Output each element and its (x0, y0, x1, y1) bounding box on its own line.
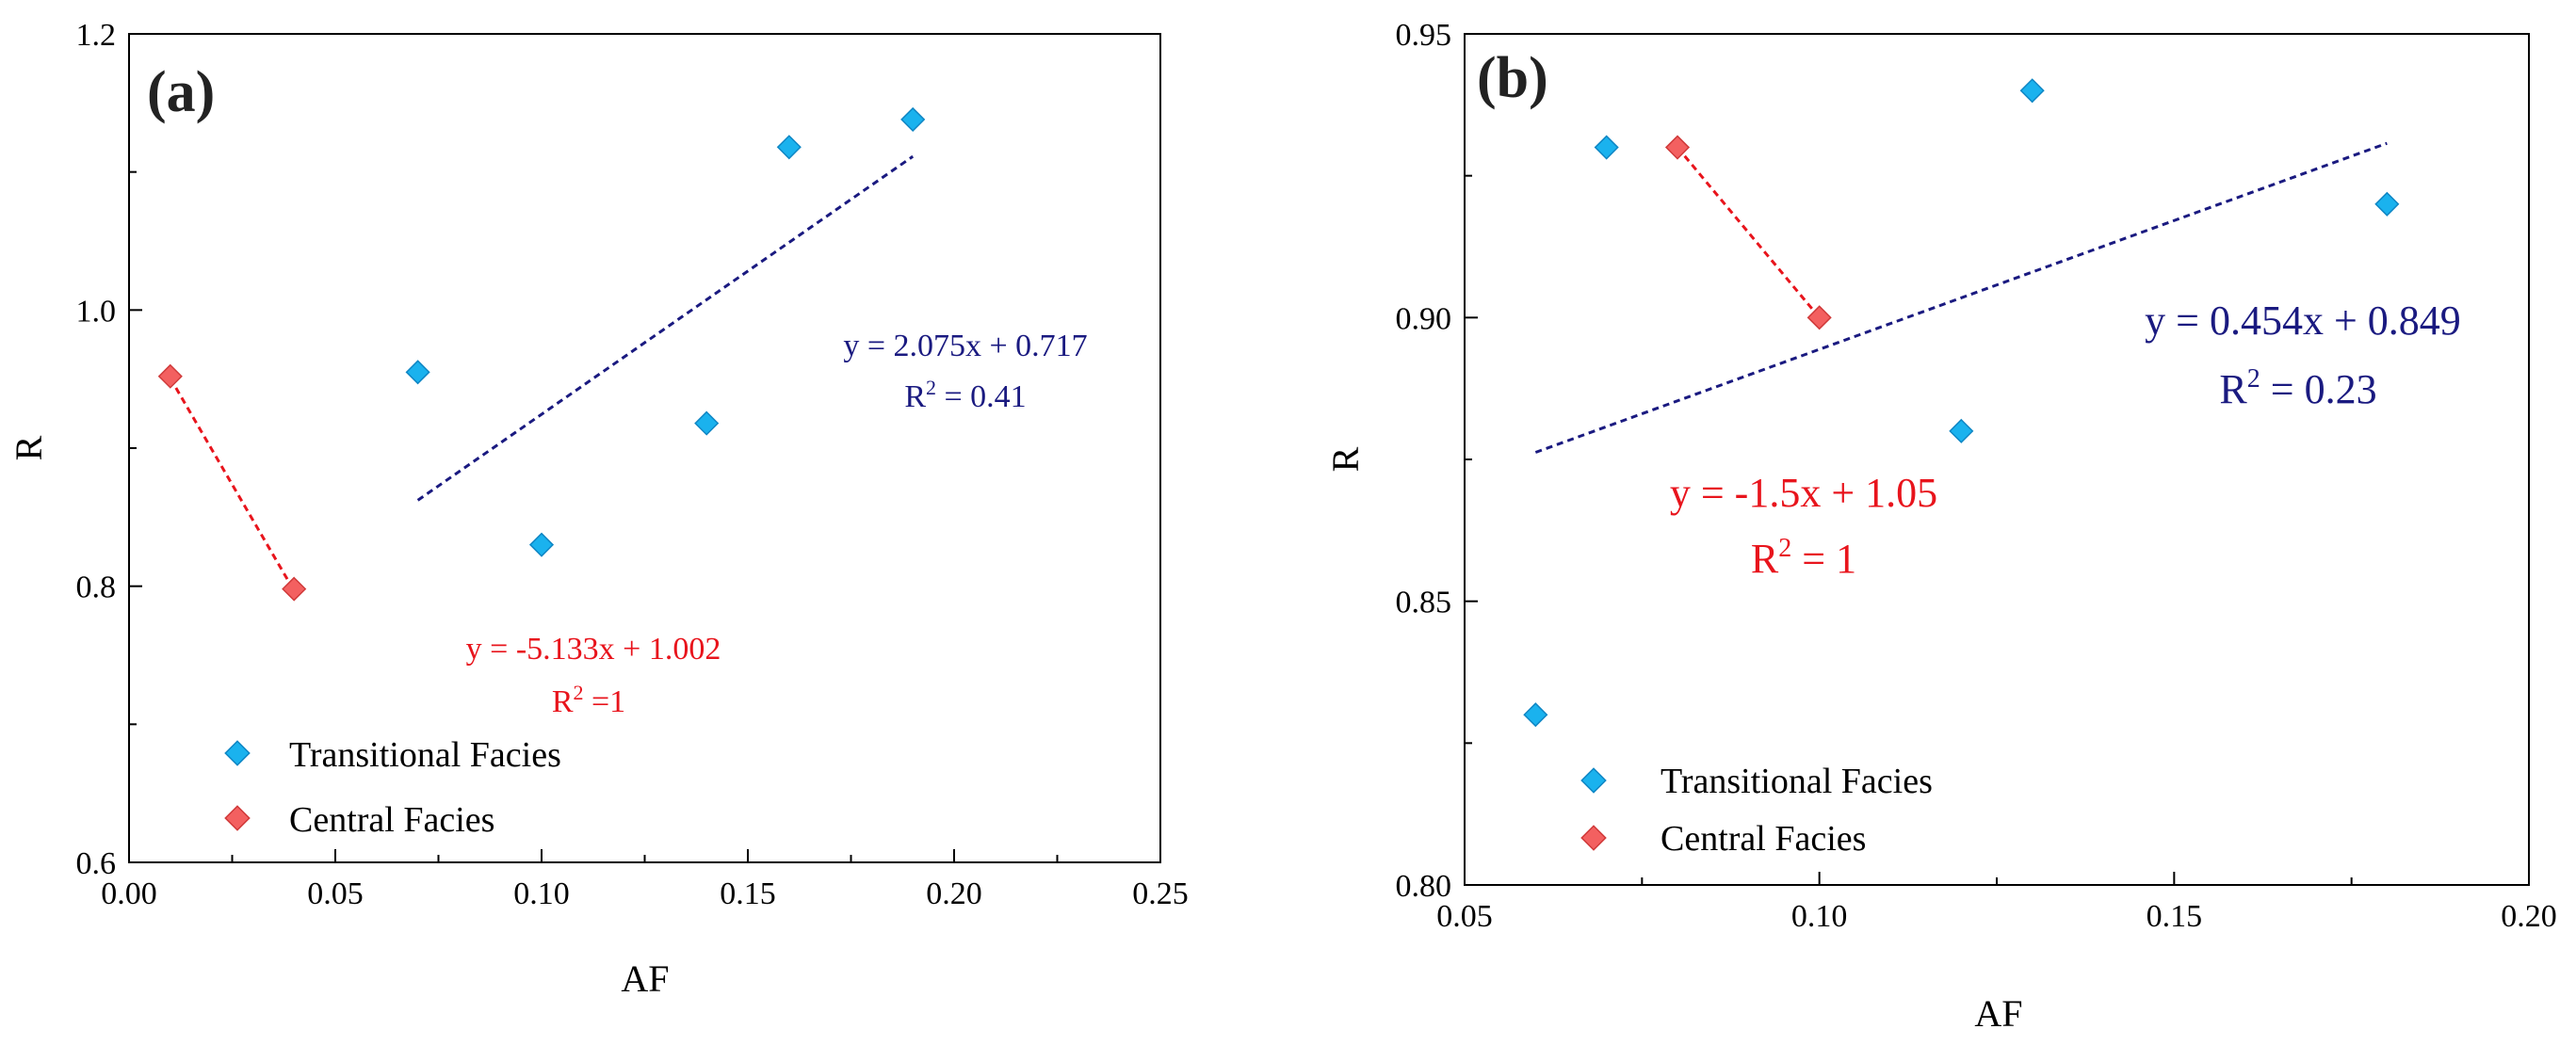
legend-marker-transitional-a (224, 740, 251, 766)
plot-frame-b (1464, 33, 2530, 886)
legend-label-central-a: Central Facies (289, 800, 494, 840)
legend-label-central-b: Central Facies (1661, 819, 1866, 859)
legend-marker-central-a (224, 805, 251, 831)
point-transitional-facies-b-1 (1594, 135, 1619, 160)
y-tick-label-b-3: 0.95 (1396, 18, 1452, 53)
data-points-b (1523, 78, 2400, 728)
point-central-facies-b-1 (1806, 305, 1832, 330)
x-tick-label-a-4: 0.20 (926, 876, 982, 911)
y-axis-title-b: R (1324, 446, 1367, 472)
y-tick-label-a-0: 0.6 (76, 846, 117, 881)
legend-label-transitional-b: Transitional Facies (1661, 762, 1933, 801)
y-tick-label-a-2: 1.0 (76, 294, 117, 329)
y-tick-label-a-3: 1.2 (76, 18, 117, 53)
data-points-a (157, 106, 926, 602)
x-axis-title-a: AF (621, 957, 669, 1000)
y-tick-label-b-0: 0.80 (1396, 869, 1452, 904)
point-transitional-facies-a-1 (528, 532, 555, 557)
x-tick-label-a-5: 0.25 (1132, 876, 1189, 911)
x-tick-label-a-2: 0.10 (513, 876, 570, 911)
point-transitional-facies-a-4 (900, 106, 926, 132)
point-transitional-facies-a-0 (405, 360, 430, 385)
x-tick-label-b-0: 0.05 (1436, 899, 1493, 934)
x-ticks-b: 0.05 0.10 0.15 0.20 (1436, 872, 2557, 934)
fit-equation-transitional-a: y = 2.075x + 0.717 (843, 329, 1087, 363)
fit-line-central-facies-a (169, 377, 296, 592)
legend-marker-central-b (1580, 825, 1607, 851)
legend-b: Transitional Facies Central Facies (1580, 762, 1933, 859)
point-central-facies-a-0 (157, 363, 183, 389)
y-ticks-b: 0.80 0.85 0.90 0.95 (1396, 18, 1478, 904)
x-tick-label-a-3: 0.15 (720, 876, 776, 911)
point-central-facies-a-1 (282, 576, 307, 602)
panel-a: 0.00 0.05 0.10 0.15 0.20 0.25 0.6 0.8 1.0 1.2 (a… (8, 18, 1189, 1000)
legend-label-transitional-a: Transitional Facies (289, 735, 561, 775)
plot-frame-a (128, 33, 1161, 863)
y-tick-label-a-1: 0.8 (76, 571, 117, 605)
legend-marker-transitional-b (1580, 767, 1607, 794)
x-axis-title-b: AF (1974, 992, 2022, 1035)
fit-lines-a (169, 154, 915, 592)
fit-r2-transitional-a: R2 = 0.41 (904, 376, 1026, 414)
x-tick-label-a-1: 0.05 (307, 876, 364, 911)
y-axis-title-a: R (8, 435, 50, 460)
fit-r2-transitional-b: R2 = 0.23 (2219, 364, 2376, 412)
point-transitional-facies-b-2 (1949, 418, 1974, 443)
point-central-facies-b-0 (1664, 135, 1691, 160)
fit-equation-central-a: y = -5.133x + 1.002 (466, 632, 721, 667)
x-ticks-a: 0.00 0.05 0.10 0.15 0.20 0.25 (101, 849, 1189, 911)
fit-equation-transitional-b: y = 0.454x + 0.849 (2145, 297, 2461, 344)
point-transitional-facies-b-4 (2374, 191, 2400, 217)
panel-label-a: (a) (147, 60, 215, 124)
fit-line-central-facies-b (1676, 146, 1821, 319)
legend-a: Transitional Facies Central Facies (224, 735, 561, 840)
panel-b: 0.05 0.10 0.15 0.20 0.80 0.85 0.90 0.95 (b) AF… (1324, 18, 2557, 1035)
y-ticks-a: 0.6 0.8 1.0 1.2 (76, 18, 142, 881)
y-tick-label-b-1: 0.85 (1396, 586, 1452, 620)
x-tick-label-b-3: 0.20 (2501, 899, 2557, 934)
y-tick-label-b-2: 0.90 (1396, 301, 1452, 336)
fit-line-transitional-facies-a (416, 154, 915, 502)
x-tick-label-b-1: 0.10 (1791, 899, 1848, 934)
point-transitional-facies-b-0 (1523, 702, 1548, 728)
fit-lines-b (1534, 141, 2388, 454)
fit-line-transitional-facies-b (1534, 141, 2388, 454)
fit-r2-central-a: R2 =1 (552, 681, 625, 719)
x-tick-label-b-2: 0.15 (2147, 899, 2203, 934)
panel-label-b: (b) (1477, 46, 1548, 110)
point-transitional-facies-b-3 (2019, 78, 2045, 104)
fit-r2-central-b: R2 = 1 (1751, 534, 1856, 582)
point-transitional-facies-a-3 (776, 135, 802, 160)
point-transitional-facies-a-2 (694, 410, 720, 436)
fit-equation-central-b: y = -1.5x + 1.05 (1670, 470, 1937, 516)
x-tick-label-a-0: 0.00 (101, 876, 157, 911)
